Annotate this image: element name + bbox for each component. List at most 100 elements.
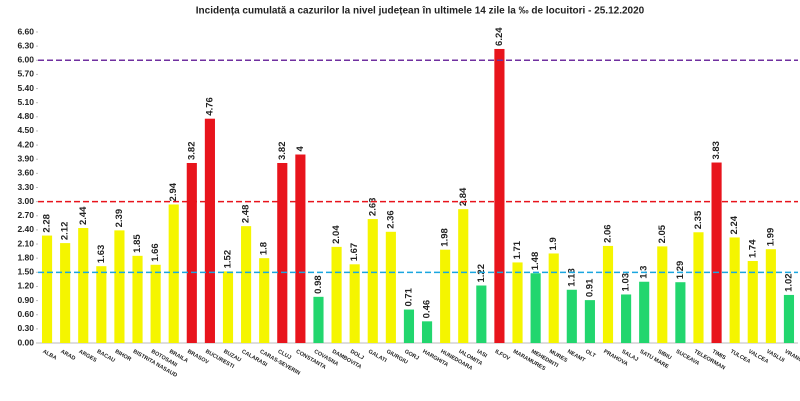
- value-label: 1.85: [132, 234, 143, 253]
- bar: [584, 300, 595, 343]
- bar: [204, 118, 215, 343]
- bar: [331, 246, 342, 343]
- value-label: 1.52: [223, 250, 234, 269]
- y-tick-label: 4.50: [17, 125, 34, 135]
- x-tick-label: ALBA: [41, 349, 57, 362]
- x-tick-label: ARAD: [59, 349, 76, 362]
- value-label: 2.28: [42, 214, 53, 233]
- bar: [512, 262, 523, 343]
- value-label: 1.29: [675, 261, 686, 280]
- value-label: 2.44: [78, 206, 89, 225]
- bar: [349, 264, 360, 343]
- bar: [639, 281, 650, 343]
- y-tick-label: 4.20: [17, 139, 34, 149]
- y-tick-label: 6.00: [17, 55, 34, 65]
- y-tick-label: 6.60: [17, 26, 34, 36]
- bar: [458, 209, 469, 343]
- y-tick-label: 1.80: [17, 252, 34, 262]
- bar: [783, 294, 795, 343]
- bar: [313, 296, 324, 343]
- y-tick-label: 6.30: [17, 40, 34, 50]
- y-tick-label: 0.30: [17, 323, 34, 333]
- bar: [385, 231, 396, 343]
- value-label: 2.24: [729, 215, 740, 234]
- value-label: 1.9: [548, 237, 559, 250]
- value-label: 1.22: [476, 264, 487, 283]
- value-label: 1.8: [259, 242, 270, 255]
- y-tick-label: 2.70: [17, 210, 34, 220]
- bar: [295, 154, 306, 343]
- bar: [476, 285, 487, 343]
- y-tick-label: 5.10: [17, 97, 34, 107]
- bar: [403, 309, 415, 343]
- value-label: 1.98: [440, 228, 451, 247]
- value-label: 1.03: [621, 273, 632, 292]
- value-label: 2.36: [385, 210, 396, 229]
- x-tick-label: NEAMT: [566, 349, 586, 364]
- bar: [602, 245, 614, 343]
- value-label: 1.71: [512, 240, 523, 259]
- bar: [711, 162, 722, 343]
- bar: [440, 249, 451, 343]
- bar: [241, 226, 252, 343]
- x-tick-label: GALATI: [367, 349, 388, 364]
- bar: [621, 294, 632, 343]
- value-label: 2.06: [603, 224, 614, 243]
- value-label: 3.82: [186, 141, 197, 160]
- value-label: 0.91: [584, 278, 595, 297]
- y-tick-label: 2.40: [17, 224, 34, 234]
- value-label: 4: [295, 146, 306, 152]
- value-label: 2.05: [657, 224, 668, 243]
- x-tick-label: ARGES: [78, 349, 98, 364]
- value-label: 1.48: [530, 252, 541, 271]
- y-tick-label: 5.40: [17, 83, 34, 93]
- x-tick-label: BIHOR: [114, 349, 132, 363]
- bar: [367, 219, 378, 343]
- value-label: 6.24: [494, 27, 505, 46]
- value-label: 1.99: [765, 228, 776, 247]
- bar: [41, 235, 53, 343]
- value-label: 1.66: [150, 243, 161, 262]
- bar: [566, 289, 577, 343]
- y-tick-label: 0.00: [17, 337, 34, 347]
- value-label: 1.63: [96, 245, 107, 264]
- y-tick-label: 3.90: [17, 153, 34, 163]
- bar: [114, 230, 125, 343]
- y-tick-label: 5.70: [17, 69, 34, 79]
- value-label: 1.74: [747, 239, 758, 258]
- y-tick-label: 1.50: [17, 267, 34, 277]
- value-label: 4.76: [204, 97, 215, 116]
- x-tick-label: VRANCEA: [783, 349, 800, 368]
- y-tick-label: 2.10: [17, 238, 34, 248]
- value-label: 3.82: [277, 141, 288, 160]
- y-tick-label: 4.80: [17, 111, 34, 121]
- value-label: 2.48: [241, 205, 252, 224]
- x-tick-label: BACAU: [96, 349, 116, 364]
- bar: [693, 232, 704, 343]
- value-label: 2.84: [458, 187, 469, 206]
- bar: [60, 243, 71, 343]
- y-tick-label: 3.30: [17, 182, 34, 192]
- bar: [421, 321, 433, 343]
- value-label: 1.13: [566, 268, 577, 287]
- bar: [548, 253, 559, 343]
- y-tick-label: 0.90: [17, 295, 34, 305]
- x-tick-label: VASLUI: [765, 349, 786, 364]
- bar: [222, 271, 234, 343]
- value-label: 2.35: [693, 210, 704, 229]
- value-label: 0.71: [403, 287, 414, 306]
- bar: [186, 162, 197, 343]
- bar: [259, 258, 270, 343]
- bar: [530, 273, 541, 343]
- y-tick-label: 0.60: [17, 309, 34, 319]
- x-tick-label: ILFOV: [494, 349, 511, 362]
- value-label: 1.02: [783, 273, 794, 292]
- bar: [729, 237, 740, 343]
- x-tick-label: IASI: [476, 349, 489, 360]
- bar: [277, 162, 288, 343]
- y-tick-label: 3.60: [17, 168, 34, 178]
- chart-title: Incidența cumulată a cazurilor la nivel …: [196, 6, 645, 17]
- bar: [96, 266, 107, 343]
- bar: [168, 204, 179, 343]
